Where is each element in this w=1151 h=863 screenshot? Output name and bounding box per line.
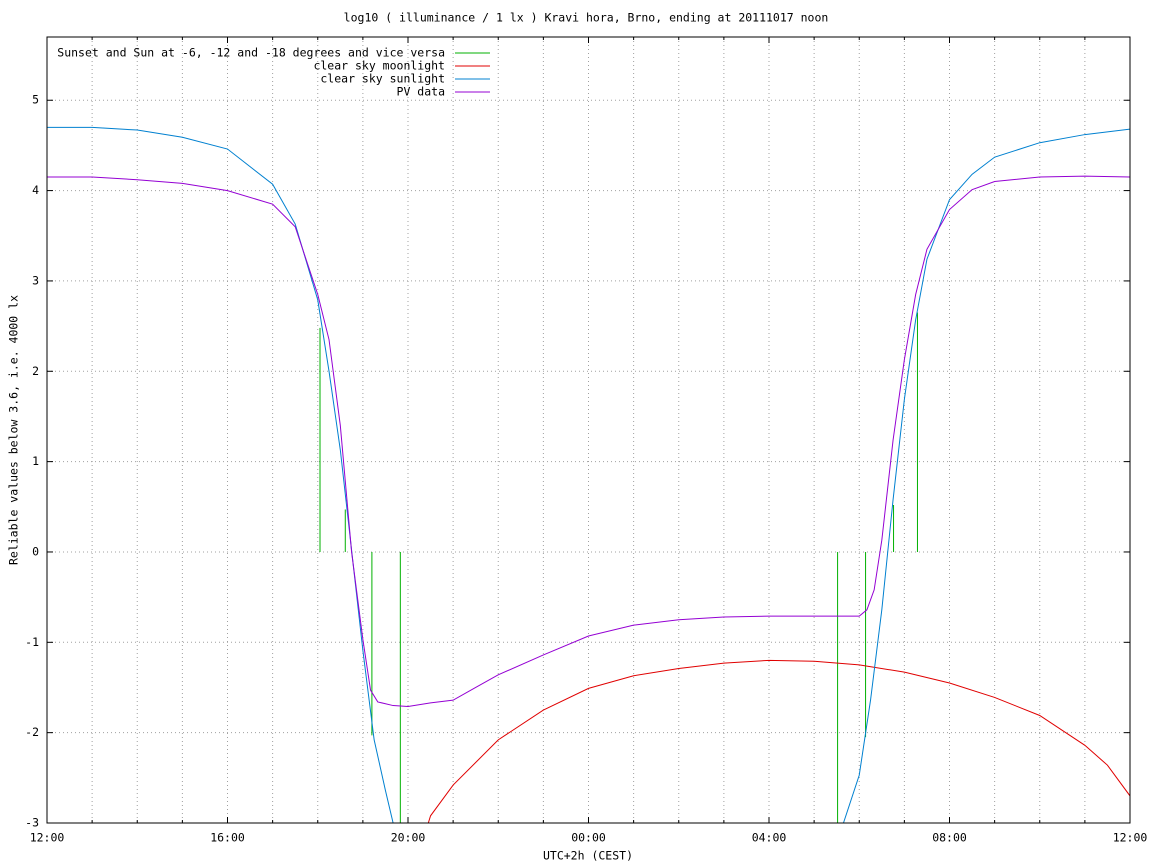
y-tick-label: -2 — [25, 725, 39, 739]
y-tick-label: 4 — [32, 183, 39, 197]
x-axis-label: UTC+2h (CEST) — [543, 849, 633, 863]
plot-frame — [46, 36, 1131, 824]
series-line — [47, 175, 1130, 707]
y-tick-label: 5 — [32, 93, 39, 107]
legend-label: PV data — [397, 85, 445, 99]
x-tick-label: 12:00 — [1113, 831, 1148, 845]
x-tick-label: 04:00 — [752, 831, 787, 845]
x-tick-label: 12:00 — [30, 831, 65, 845]
y-tick-label: -1 — [25, 635, 39, 649]
y-axis-label: Reliable values below 3.6, i.e. 4000 lx — [7, 295, 21, 565]
legend-label: Sunset and Sun at -6, -12 and -18 degree… — [57, 46, 445, 60]
series-line — [427, 659, 1130, 823]
chart-title: log10 ( illuminance / 1 lx ) Kravi hora,… — [344, 11, 829, 25]
x-tick-label: 16:00 — [210, 831, 245, 845]
legend-label: clear sky moonlight — [313, 59, 445, 73]
x-tick-label: 00:00 — [571, 831, 606, 845]
y-tick-label: 0 — [32, 544, 39, 558]
y-tick-label: 3 — [32, 273, 39, 287]
x-tick-label: 20:00 — [391, 831, 426, 845]
y-tick-label: 1 — [32, 454, 39, 468]
series-line — [47, 126, 1130, 823]
x-tick-label: 08:00 — [932, 831, 967, 845]
y-tick-label: -3 — [25, 816, 39, 830]
y-tick-label: 2 — [32, 364, 39, 378]
legend-label: clear sky sunlight — [320, 72, 445, 86]
